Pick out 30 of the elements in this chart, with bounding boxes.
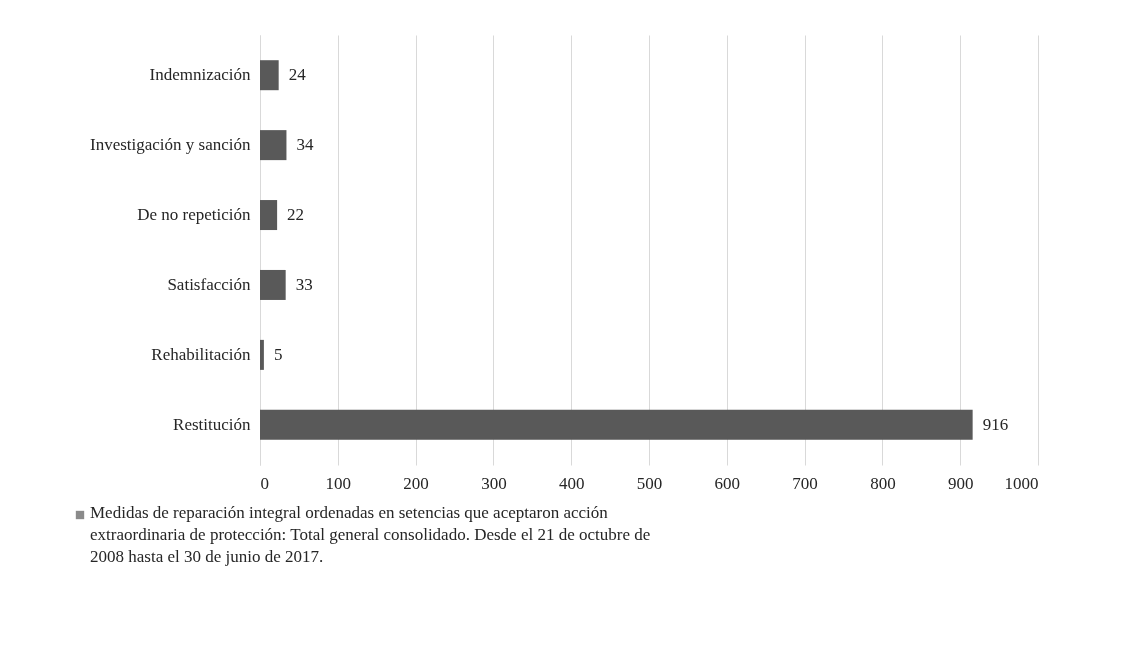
x-tick-label: 700: [792, 473, 818, 493]
bar: [260, 60, 279, 91]
x-tick-label: 300: [481, 473, 507, 493]
y-tick-label: Investigación y sanción: [89, 135, 251, 155]
x-tick-label: 400: [558, 473, 585, 493]
data-label: 34: [296, 135, 314, 155]
y-tick-label: De no repetición: [137, 205, 251, 225]
data-label: 24: [288, 65, 307, 85]
bar: [260, 339, 264, 370]
x-tick-label: 200: [403, 473, 429, 493]
x-tick-label: 800: [870, 473, 896, 493]
x-tick-label: 0: [260, 473, 269, 493]
data-label: 5: [273, 344, 283, 364]
x-tick-label: 600: [714, 473, 741, 493]
x-tick-label: 100: [325, 473, 352, 493]
y-tick-label: Restitución: [173, 414, 251, 434]
x-tick-label: 1000: [1004, 473, 1039, 493]
y-tick-label: Indemnización: [149, 65, 251, 85]
y-tick-label: Rehabilitación: [151, 344, 251, 364]
data-label: 33: [295, 274, 313, 294]
bar: [260, 200, 278, 231]
bar: [260, 130, 287, 161]
x-tick-label: 500: [636, 473, 663, 493]
data-label: 916: [982, 414, 1009, 434]
x-tick-label: 900: [947, 473, 974, 493]
bar: [260, 409, 973, 440]
bar: [260, 269, 286, 300]
legend-label: Medidas de reparación integral ordenadas en setencias que aceptaron acción extraordinaria de protección: Total general consolidado. Desde el 21 de octubre de 2008 hasta el 30 de junio de 2017.: [90, 503, 651, 566]
data-label: 22: [287, 205, 305, 225]
y-tick-label: Satisfacción: [167, 274, 251, 294]
